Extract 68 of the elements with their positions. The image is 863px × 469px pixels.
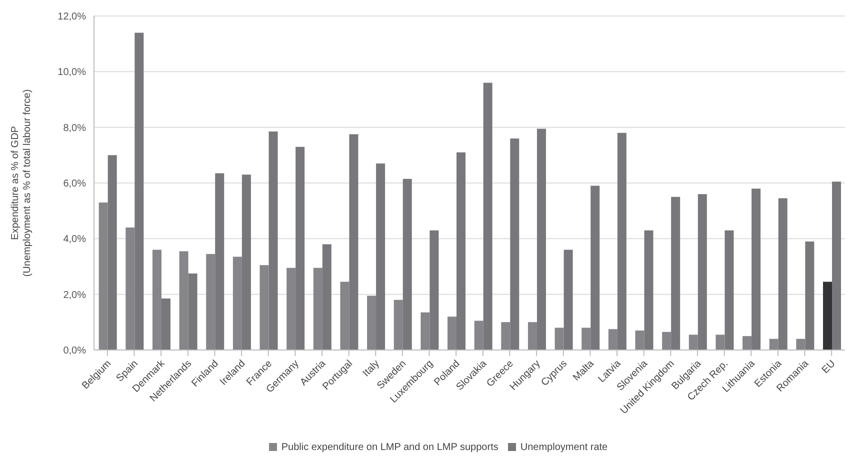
- bar: [644, 230, 654, 350]
- bar: [296, 146, 305, 350]
- bar: [832, 182, 842, 350]
- bar: [554, 328, 564, 350]
- bar: [349, 134, 358, 350]
- bar: [313, 268, 322, 350]
- bar: [367, 296, 376, 350]
- bar: [582, 328, 591, 350]
- bar: [268, 132, 278, 350]
- bar: [402, 178, 412, 350]
- bar: [483, 82, 492, 350]
- y-tick-label: 12,0%: [58, 12, 86, 23]
- y-tick-label: 6,0%: [63, 178, 86, 190]
- bar: [376, 164, 386, 350]
- legend-label: Public expenditure on LMP and on LMP supports: [281, 442, 498, 453]
- bar: [215, 173, 224, 350]
- bar: [242, 174, 251, 350]
- bar: [232, 256, 242, 350]
- bar: [98, 202, 108, 350]
- bar: [474, 320, 484, 350]
- y-tick-label: 8,0%: [63, 122, 86, 134]
- bar: [536, 128, 546, 350]
- bar: [394, 300, 403, 350]
- y-tick-label: 0,0%: [63, 346, 86, 357]
- bar: [510, 138, 520, 350]
- bar: [286, 268, 296, 350]
- bar: [188, 273, 198, 350]
- bar: [742, 336, 752, 350]
- bar: [724, 230, 734, 350]
- y-tick-label: 4,0%: [63, 234, 86, 246]
- bar: [501, 322, 510, 350]
- bar: [161, 298, 170, 350]
- bar: [752, 188, 761, 350]
- bar: [564, 250, 573, 350]
- bar: [152, 250, 162, 350]
- bar: [448, 316, 457, 350]
- bar: [796, 338, 806, 350]
- bar: [769, 338, 778, 350]
- bar: [590, 186, 600, 350]
- bar: [688, 334, 698, 350]
- bar: [716, 334, 725, 350]
- bar: [126, 228, 135, 350]
- bar: [322, 244, 332, 350]
- y-tick-label: 10,0%: [58, 67, 86, 78]
- bar: [456, 152, 466, 350]
- legend-label: Unemployment rate: [520, 442, 608, 453]
- bar: [340, 282, 350, 350]
- bar: [698, 194, 707, 350]
- bar: [206, 254, 216, 350]
- bar: [528, 322, 537, 350]
- bar: [260, 265, 269, 350]
- bar: [430, 230, 439, 350]
- bar: [823, 282, 832, 350]
- bar: [617, 132, 626, 350]
- bar: [108, 155, 117, 350]
- bar: [778, 198, 788, 350]
- y-axis-title: Expenditure as % of GDP (Unemployment as % of total labour force): [10, 89, 33, 277]
- bar: [805, 241, 814, 350]
- y-tick-label: 2,0%: [63, 290, 86, 301]
- x-tick-label: Italy: [360, 358, 382, 380]
- bar: [420, 312, 430, 350]
- bar: [134, 32, 144, 350]
- bar: [608, 329, 618, 350]
- bar: [179, 251, 188, 350]
- x-tick-label: EU: [820, 358, 838, 376]
- bar: [635, 330, 644, 350]
- bar: [671, 196, 680, 350]
- bar: [662, 332, 672, 350]
